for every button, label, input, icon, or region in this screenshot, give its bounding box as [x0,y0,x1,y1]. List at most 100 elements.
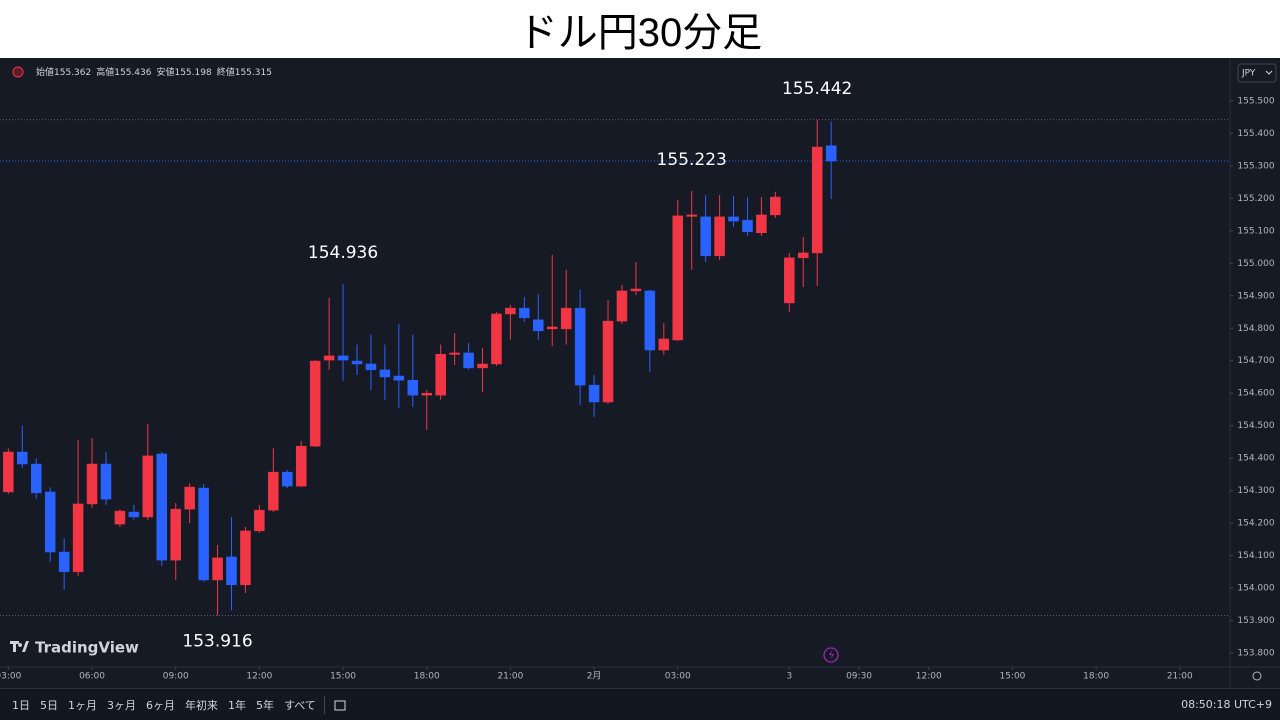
y-tick-label: 154.800 [1237,324,1274,334]
x-tick-label: 18:00 [1083,672,1109,682]
legend-value: 155.362 [54,68,91,78]
candle-body [3,451,14,493]
range-button[interactable]: 年初来 [185,698,218,712]
range-button[interactable]: すべて [284,698,316,712]
y-tick-label: 154.400 [1237,454,1274,464]
candle-body [282,471,293,487]
x-tick-label: 12:00 [246,672,272,682]
candle-body [616,290,628,322]
candle-body [825,145,837,162]
candle-body [588,384,600,403]
candle-body [519,307,530,319]
range-button[interactable]: 1日 [12,698,30,712]
separator [323,695,325,714]
range-button[interactable]: 1年 [228,698,246,712]
y-tick-label: 154.900 [1237,291,1274,301]
candle-body [770,196,781,216]
candle-body [323,355,335,361]
y-tick-label: 155.000 [1237,259,1274,269]
x-tick-label: 21:00 [1167,672,1193,682]
candle-body [128,511,140,518]
candle-body [686,214,697,217]
candle-body [351,360,363,365]
annotation-label: 153.916 [182,631,252,651]
y-tick-label: 154.500 [1237,421,1274,431]
range-button[interactable]: 1ヶ月 [68,698,97,712]
y-tick-label: 155.500 [1237,96,1274,106]
icon-circle[interactable] [823,647,839,663]
logo: TradingView [10,639,139,657]
candle-body [533,319,544,332]
x-tick-label: 15:00 [330,672,356,682]
candle-body [644,290,656,351]
range-button[interactable]: 6ヶ月 [146,698,175,712]
candle-body [184,486,195,510]
candle-body [435,353,446,396]
candle-body [714,216,725,257]
y-tick-label: 154.700 [1237,356,1274,366]
toolbar: 1日 5日 1ヶ月 3ヶ月 6ヶ月 年初来 1年 5年 すべて 08:50:18 UTC+9 [0,688,1280,720]
candle-body [379,369,391,378]
replay-icon[interactable] [823,647,839,663]
candle-body [156,453,168,561]
candle-body [226,556,237,586]
candle-body [198,487,209,581]
candle-body [602,320,614,403]
candle-body [449,352,460,355]
candle-body [254,509,265,532]
x-tick-label: 3 [786,672,792,682]
legend-value: 155.436 [114,68,151,78]
y-tick-label: 154.200 [1237,519,1274,529]
candle-body [421,392,433,396]
chart: JPY TradingView 153.800 153.900 154.000 154… [0,58,1280,688]
x-tick-label: 03:00 [0,672,22,682]
x-tick-label: 2月 [587,671,602,682]
candle-body [309,360,321,447]
settings-icon[interactable] [1252,671,1262,681]
x-tick-label: 12:00 [916,672,942,682]
x-tick-label: 09:30 [846,672,872,682]
candle-body [477,363,488,369]
candle-body [72,503,84,573]
y-tick-label: 155.100 [1237,226,1274,236]
currency-button[interactable] [1237,63,1277,83]
x-tick-label: 06:00 [79,672,105,682]
candle-body [114,510,126,525]
candle-body [142,455,154,518]
candle-body [672,215,684,341]
date-range-icon[interactable] [333,698,347,712]
candle-body [742,219,753,233]
candle-body [546,326,558,330]
candle-body [505,307,516,315]
annotation-label: 155.223 [657,150,727,170]
y-tick-label: 155.400 [1237,129,1274,139]
range-button[interactable]: 3ヶ月 [107,698,136,712]
candle-body [658,338,670,351]
y-tick-label: 155.200 [1237,194,1274,204]
y-tick-label: 154.100 [1237,551,1274,561]
header: ドル円30分足 [0,0,1280,58]
legend-label: 終値 [217,66,235,78]
range-button[interactable]: 5年 [256,698,274,712]
candle-body [268,471,279,511]
candle-body [30,463,42,494]
candle-body [17,451,28,465]
y-tick-label: 155.300 [1237,161,1274,171]
candle-body [811,146,823,254]
candle-body [44,491,56,553]
candle-body [700,216,711,257]
candle-body [295,445,307,487]
candle-body [407,379,419,396]
currency-caret [1265,70,1273,75]
candle-body [491,313,502,365]
legend-label: 高値 [96,66,114,78]
candle-body [756,214,767,234]
y-tick-label: 154.600 [1237,389,1274,399]
candle-body [100,463,112,500]
logo-mark [10,641,29,652]
chart-background [0,58,1280,688]
range-button[interactable]: 5日 [40,698,58,712]
y-tick-label: 154.000 [1237,584,1274,594]
candle-body [212,557,223,581]
